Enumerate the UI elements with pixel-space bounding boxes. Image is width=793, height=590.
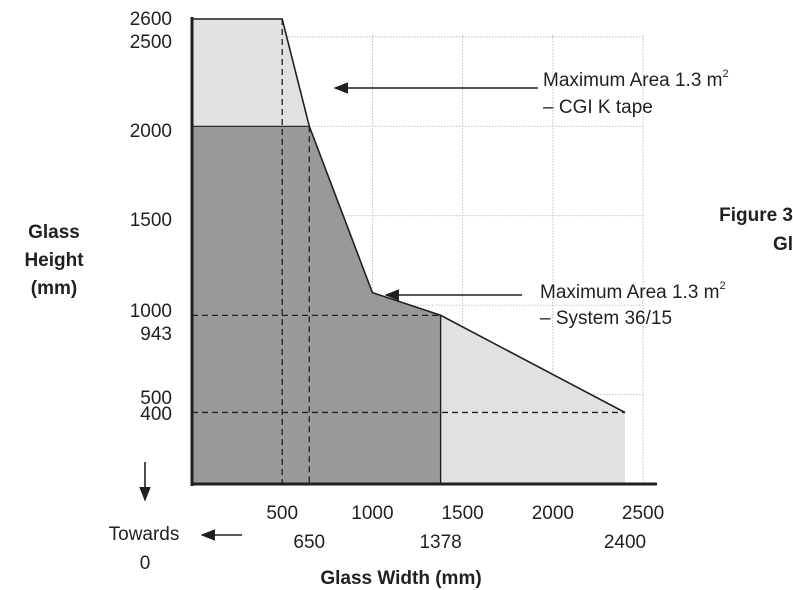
annotation-cgi-k-tape-line-1: Maximum Area 1.3 m2: [543, 68, 729, 91]
axes: [190, 17, 657, 486]
y-tick-label-500: 500: [140, 388, 172, 409]
x-tick-label-500: 500: [266, 503, 298, 524]
figure-caption: Figure 3: [719, 205, 793, 226]
x-tick-label-1378: 1378: [419, 532, 461, 553]
y-tick-label-1500: 1500: [130, 210, 172, 231]
x-tick-label-1500: 1500: [441, 503, 483, 524]
y-tick-label-1000: 1000: [130, 301, 172, 322]
annotation-cgi-k-tape-line-2: – CGI K tape: [543, 97, 653, 118]
y-axis-label-line-3: (mm): [31, 278, 77, 299]
y-tick-label-943: 943: [140, 324, 172, 345]
x-tick-label-650: 650: [293, 532, 325, 553]
y-tick-label-2500: 2500: [130, 32, 172, 53]
area-series: [192, 18, 626, 485]
y-tick-label-2000: 2000: [130, 121, 172, 142]
x-tick-label-2500: 2500: [622, 503, 664, 524]
x-tick-label-2400: 2400: [604, 532, 646, 553]
figure-caption-partial: Gl: [773, 234, 793, 255]
annotation-system-36-15-line-2: – System 36/15: [540, 308, 672, 329]
towards-label: Towards: [109, 524, 180, 545]
y-axis-label-line-2: Height: [24, 250, 84, 271]
x-tick-label-1000: 1000: [351, 503, 393, 524]
area-series-2: [192, 126, 441, 485]
towards-zero-label: 0: [140, 553, 151, 574]
y-tick-label-400: 400: [140, 404, 172, 425]
envelope-outline: [192, 18, 626, 414]
y-axis-label-line-1: Glass: [28, 222, 80, 243]
x-tick-label-2000: 2000: [532, 503, 574, 524]
annotation-system-36-15-line-1: Maximum Area 1.3 m2: [540, 280, 726, 303]
x-axis-label: Glass Width (mm): [320, 568, 481, 589]
y-tick-label-2600: 2600: [130, 9, 172, 30]
reference-lines: [192, 19, 626, 484]
